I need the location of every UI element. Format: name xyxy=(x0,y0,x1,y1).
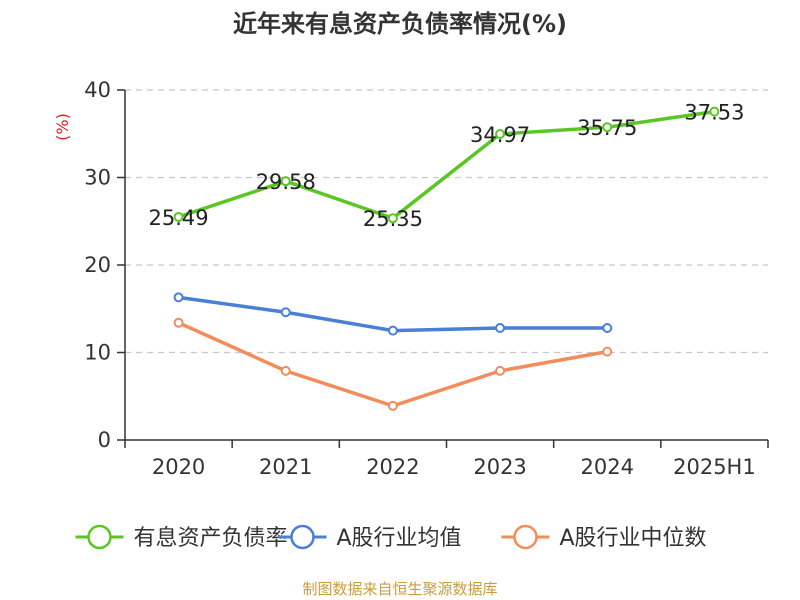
data-point xyxy=(495,323,506,333)
data-point xyxy=(387,325,398,336)
data-point xyxy=(387,213,398,224)
y-tick-label: 20 xyxy=(84,253,111,277)
data-point xyxy=(709,106,720,117)
data-label: 37.53 xyxy=(684,101,744,125)
data-label: 35.75 xyxy=(577,116,637,140)
x-tick-label: 2020 xyxy=(152,455,205,479)
y-tick-label: 30 xyxy=(84,166,111,190)
data-point xyxy=(280,307,291,318)
data-point xyxy=(280,365,291,376)
data-point xyxy=(173,211,184,222)
legend-swatch-marker xyxy=(87,524,112,550)
legend-swatch-marker xyxy=(290,524,315,550)
x-tick-label: 2025H1 xyxy=(673,455,756,479)
legend-label: A股行业中位数 xyxy=(560,526,707,551)
legend-swatch-marker xyxy=(513,524,538,550)
y-tick-label: 10 xyxy=(84,341,111,365)
data-point xyxy=(602,346,613,357)
data-point xyxy=(173,292,184,303)
axes: 0 10 20 30 40 2020 2021 2022 2023 2024 2025H1 xyxy=(84,78,769,479)
data-point xyxy=(387,400,398,411)
data-point xyxy=(602,122,613,133)
y-tick-label: 0 xyxy=(98,428,111,452)
x-tick-label: 2022 xyxy=(366,455,419,479)
legend-label: 有息资产负债率 xyxy=(134,526,288,551)
data-label: 25.35 xyxy=(363,207,423,231)
grid-lines xyxy=(125,89,768,354)
series-line-0 xyxy=(178,109,715,220)
data-label: 25.49 xyxy=(149,206,209,230)
y-axis-label: (%) xyxy=(53,113,72,141)
legend-label: A股行业均值 xyxy=(337,526,462,551)
x-tick-label: 2021 xyxy=(259,455,312,479)
legend: 有息资产负债率 A股行业均值 A股行业中位数 xyxy=(75,524,707,551)
data-labels: 25.49 29.58 25.35 34.97 35.75 37.53 xyxy=(149,101,745,232)
data-point xyxy=(495,129,506,140)
y-tick-label: 40 xyxy=(84,78,111,102)
source-note: 制图数据来自恒生聚源数据库 xyxy=(302,580,497,598)
data-label: 29.58 xyxy=(256,170,316,194)
data-point xyxy=(173,317,184,328)
data-label: 34.97 xyxy=(470,123,530,147)
x-tick-label: 2023 xyxy=(473,455,526,479)
series-group xyxy=(173,106,720,411)
data-point xyxy=(280,176,291,187)
chart-title: 近年来有息资产负债率情况(%) xyxy=(233,10,567,38)
data-point xyxy=(495,365,506,376)
data-point xyxy=(602,323,613,333)
x-tick-label: 2024 xyxy=(581,455,634,479)
